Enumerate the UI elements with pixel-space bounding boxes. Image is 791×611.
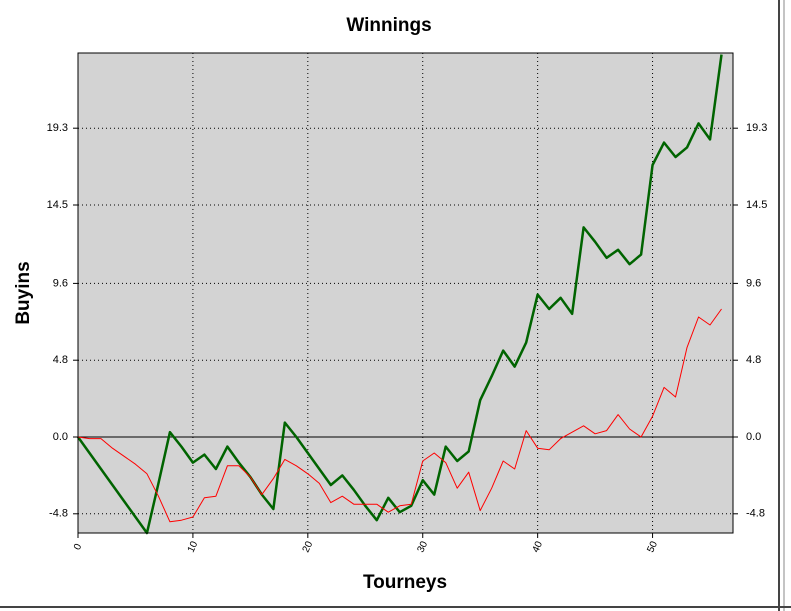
x-tick-label: 0 <box>72 542 85 552</box>
plot-border <box>77 52 734 534</box>
y-tick-label: 4.8 <box>53 354 68 366</box>
plot: -4.8 -4.8 0.0 0.0 4.8 4.8 9.6 9.6 14.5 14.5 19.3 19… <box>47 53 767 554</box>
x-axis-title: Tourneys <box>363 572 447 593</box>
y2-tick-label: 4.8 <box>746 354 761 366</box>
y-tick-label: 0.0 <box>53 431 68 443</box>
series-line <box>76 54 723 535</box>
y2-tick-label: -4.8 <box>746 508 765 520</box>
y2-tick-label: 14.5 <box>746 199 767 211</box>
y-tick-label: 9.6 <box>53 277 68 289</box>
x-tick-label: 50 <box>645 539 660 554</box>
plot-area <box>78 53 733 533</box>
y-axis-title: Buyins <box>13 261 34 324</box>
x-tick-label: 30 <box>416 539 431 554</box>
y-tick-label: 19.3 <box>47 122 68 134</box>
chart-title: Winnings <box>346 15 431 36</box>
x-tick-label: 20 <box>301 539 316 554</box>
y-tick-label: 14.5 <box>47 199 68 211</box>
series-line <box>77 308 722 523</box>
y2-tick-label: 9.6 <box>746 277 761 289</box>
y2-tick-label: 0.0 <box>746 431 761 443</box>
y2-tick-label: 19.3 <box>746 122 767 134</box>
x-tick-label: 40 <box>530 539 545 554</box>
y-tick-label: -4.8 <box>49 508 68 520</box>
x-tick-label: 10 <box>186 539 201 554</box>
